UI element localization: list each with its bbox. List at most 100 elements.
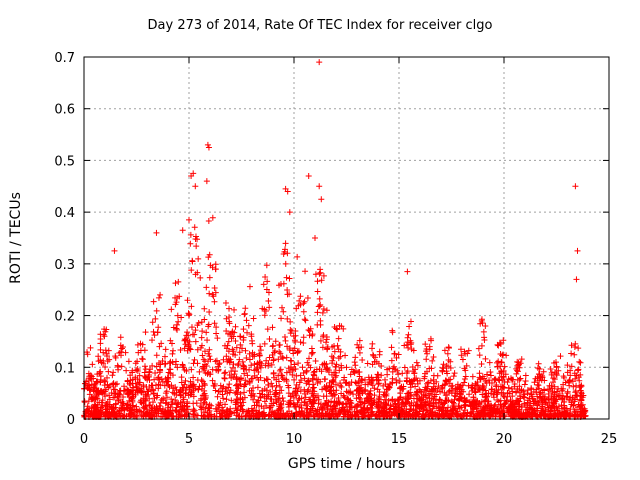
y-tick-label: 0.4 (54, 206, 75, 221)
data-point (229, 351, 236, 358)
data-point (366, 390, 373, 397)
data-point (331, 403, 338, 410)
data-point (220, 407, 227, 414)
data-point (487, 369, 494, 376)
data-point (462, 401, 469, 408)
data-point (206, 353, 213, 360)
data-point (578, 405, 585, 412)
data-point (377, 410, 384, 417)
data-point (501, 401, 508, 408)
data-point (127, 372, 134, 379)
data-point (185, 410, 192, 417)
data-point (407, 337, 414, 344)
data-point (242, 305, 249, 312)
data-point (120, 388, 127, 395)
data-point (142, 411, 149, 418)
data-point (151, 332, 158, 339)
data-point (138, 389, 145, 396)
data-point (366, 379, 373, 386)
data-point (261, 312, 268, 319)
data-point (266, 404, 273, 411)
data-point (207, 356, 214, 363)
data-point (278, 315, 285, 322)
data-point (104, 374, 111, 381)
data-point (571, 351, 578, 358)
data-point (273, 389, 280, 396)
data-point (278, 407, 285, 414)
data-point (348, 366, 355, 373)
data-point (300, 300, 307, 307)
data-point (535, 370, 542, 377)
data-point (544, 401, 551, 408)
data-point (304, 295, 311, 302)
data-point (267, 413, 274, 420)
data-point (95, 358, 102, 365)
data-point (284, 188, 291, 195)
data-point (452, 393, 459, 400)
data-point (374, 403, 381, 410)
data-point (532, 375, 539, 382)
data-point (347, 399, 354, 406)
data-point (264, 376, 271, 383)
data-point (266, 304, 273, 311)
data-point (536, 377, 543, 384)
data-point (102, 347, 109, 354)
data-point (430, 403, 437, 410)
data-point (504, 393, 511, 400)
y-tick-label: 0 (67, 413, 75, 428)
data-point (273, 376, 280, 383)
data-point (257, 374, 264, 381)
data-point (209, 377, 216, 384)
data-point (314, 278, 321, 285)
data-point (351, 369, 358, 376)
data-point (338, 323, 345, 330)
data-point (505, 385, 512, 392)
data-point (423, 345, 430, 352)
data-point (413, 359, 420, 366)
data-point (465, 347, 472, 354)
data-point (381, 389, 388, 396)
data-point (396, 378, 403, 385)
data-point (491, 375, 498, 382)
y-tick-label: 0.2 (54, 310, 75, 325)
data-point (333, 372, 340, 379)
data-point (282, 240, 289, 247)
data-point (329, 377, 336, 384)
data-point (241, 394, 248, 401)
data-point (251, 367, 258, 374)
data-point (178, 379, 185, 386)
data-point (401, 342, 408, 349)
data-point (226, 305, 233, 312)
data-point (259, 391, 266, 398)
data-point (256, 352, 263, 359)
data-point (572, 340, 579, 347)
data-point (231, 409, 238, 416)
data-point (267, 396, 274, 403)
data-point (319, 309, 326, 316)
data-point (226, 411, 233, 418)
data-point (375, 360, 382, 367)
data-point (213, 330, 220, 337)
data-point (134, 341, 141, 348)
data-point (344, 396, 351, 403)
data-point (352, 362, 359, 369)
data-point (432, 399, 439, 406)
data-point (312, 357, 319, 364)
data-point (236, 376, 243, 383)
data-point (521, 394, 528, 401)
data-point (494, 406, 501, 413)
data-point (153, 229, 160, 236)
data-point (233, 389, 240, 396)
data-point (187, 240, 194, 247)
data-point (172, 384, 179, 391)
x-tick-label: 5 (185, 432, 193, 447)
data-point (276, 348, 283, 355)
x-tick-label: 10 (286, 432, 303, 447)
data-point (167, 370, 174, 377)
data-point (392, 366, 399, 373)
data-point (106, 383, 113, 390)
data-point (396, 409, 403, 416)
data-point (313, 376, 320, 383)
data-point (232, 399, 239, 406)
data-point (311, 413, 318, 420)
